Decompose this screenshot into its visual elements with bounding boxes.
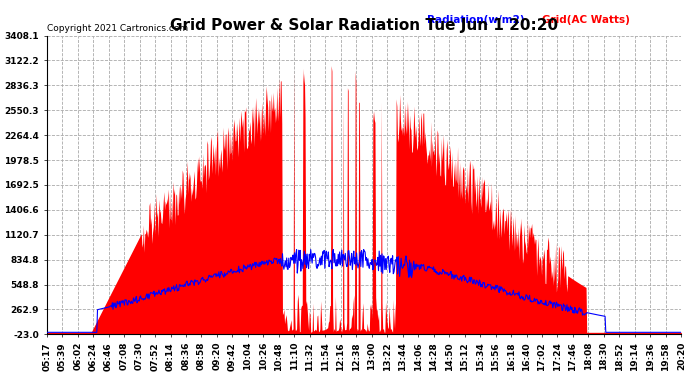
Text: Copyright 2021 Cartronics.com: Copyright 2021 Cartronics.com [48,24,188,33]
Text: Grid(AC Watts): Grid(AC Watts) [542,15,629,25]
Text: Radiation(w/m2): Radiation(w/m2) [428,15,525,25]
Title: Grid Power & Solar Radiation Tue Jun 1 20:20: Grid Power & Solar Radiation Tue Jun 1 2… [170,18,558,33]
